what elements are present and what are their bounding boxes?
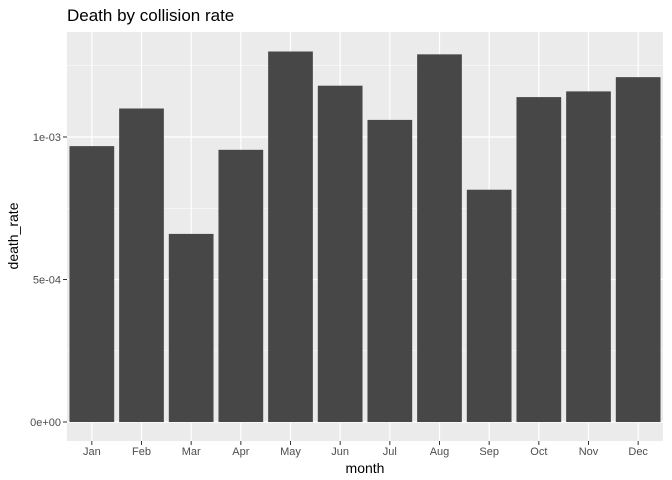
y-tick-label: 0e+00: [30, 417, 61, 429]
bar-mar: [168, 233, 214, 422]
grid-minor: [67, 65, 663, 352]
bar-nov: [566, 91, 611, 423]
x-axis-title: month: [346, 460, 385, 476]
y-axis: 0e+00 5e-04 1e-03: [30, 132, 67, 429]
x-tick-label: Sep: [479, 446, 499, 458]
chart-title: Death by collision rate: [67, 6, 234, 25]
bar-jun: [317, 85, 363, 422]
bar-dec: [615, 77, 661, 423]
y-tick-label: 5e-04: [33, 275, 61, 287]
x-tick-label: Feb: [132, 446, 151, 458]
x-tick-label: Dec: [628, 446, 648, 458]
bar-oct: [516, 97, 562, 422]
x-tick-label: Jun: [331, 446, 349, 458]
x-tick-label: Nov: [579, 446, 599, 458]
x-tick-label: Jul: [383, 446, 397, 458]
y-axis-title: death_rate: [5, 202, 21, 269]
x-tick-label: Apr: [232, 446, 249, 458]
bar-aug: [417, 54, 462, 422]
x-tick-label: May: [280, 446, 301, 458]
bar-feb: [119, 108, 164, 422]
x-tick-label: Aug: [430, 446, 450, 458]
bar-sep: [466, 189, 512, 422]
bars: [69, 51, 661, 423]
x-tick-label: Mar: [182, 446, 201, 458]
plot-panel: [67, 32, 663, 441]
bar-jan: [69, 146, 115, 422]
x-axis: Jan Feb Mar Apr May Jun Jul Aug Sep Oct Nov Dec: [83, 441, 648, 458]
x-tick-label: Jan: [83, 446, 101, 458]
bar-apr: [218, 149, 264, 422]
bar-may: [268, 51, 313, 422]
y-tick-label: 1e-03: [33, 132, 61, 144]
x-tick-label: Oct: [530, 446, 547, 458]
bar-jul: [367, 119, 413, 423]
